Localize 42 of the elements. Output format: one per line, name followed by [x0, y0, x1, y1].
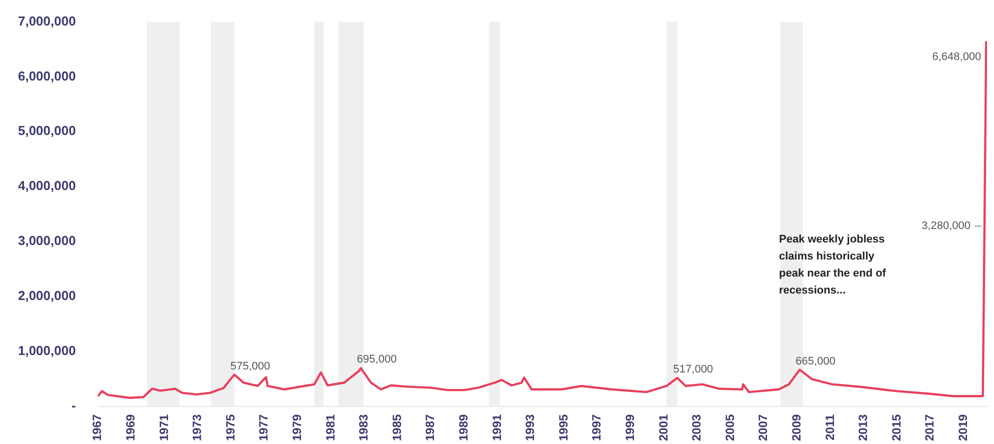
x-tick-label: 2005: [722, 414, 737, 442]
x-tick-label: 1975: [223, 414, 238, 442]
y-tick-label: 6,000,000: [18, 68, 76, 84]
x-tick-label: 2007: [756, 414, 770, 442]
x-tick-label: 1983: [356, 414, 371, 442]
x-tick-label: 1995: [556, 414, 570, 442]
x-tick-label: 1973: [190, 414, 204, 442]
data-label: 517,000: [673, 363, 714, 376]
x-tick-label: 1969: [123, 414, 138, 442]
x-tick-label: 1987: [423, 414, 438, 442]
data-label: 665,000: [796, 355, 836, 368]
x-tick-label: 2013: [856, 414, 870, 442]
x-tick-label: 1981: [323, 414, 338, 442]
x-tick-label: 2017: [922, 414, 937, 442]
x-tick-label: 1977: [256, 414, 271, 442]
x-tick-label: 1991: [490, 414, 504, 442]
data-label: 695,000: [356, 354, 397, 366]
x-tick-label: 2011: [822, 414, 837, 440]
annotation: Peak weekly jobless claims historically peak near the end of recessions...: [779, 233, 886, 296]
x-tick-label: 1997: [590, 414, 604, 442]
x-tick-label: 1971: [156, 414, 171, 442]
y-tick-label: 1,000,000: [18, 342, 76, 358]
y-tick-label: -: [71, 398, 76, 413]
y-tick-label: 5,000,000: [18, 123, 76, 138]
x-tick-label: 2015: [889, 414, 904, 442]
y-tick-label: 7,000,000: [18, 13, 76, 28]
x-tick-label: 2019: [956, 414, 970, 442]
x-tick-label: 2003: [690, 414, 704, 442]
x-tick-label: 1985: [390, 414, 404, 442]
y-tick-label: 4,000,000: [18, 178, 76, 194]
y-tick-label: 2,000,000: [18, 288, 76, 304]
x-tick-label: 2009: [789, 414, 804, 442]
x-tick-label: 1979: [290, 414, 304, 442]
x-tick-label: 1999: [622, 414, 637, 442]
data-label: 3,280,000: [922, 220, 970, 232]
x-tick-label: 2001: [656, 414, 670, 442]
x-tick-label: 1993: [523, 414, 538, 442]
x-tick-label: 1989: [456, 414, 470, 442]
y-tick-label: 3,000,000: [18, 233, 76, 248]
data-label: 575,000: [230, 360, 270, 372]
x-tick-label: 1967: [90, 414, 104, 442]
data-label: 6,648,000: [932, 51, 982, 64]
